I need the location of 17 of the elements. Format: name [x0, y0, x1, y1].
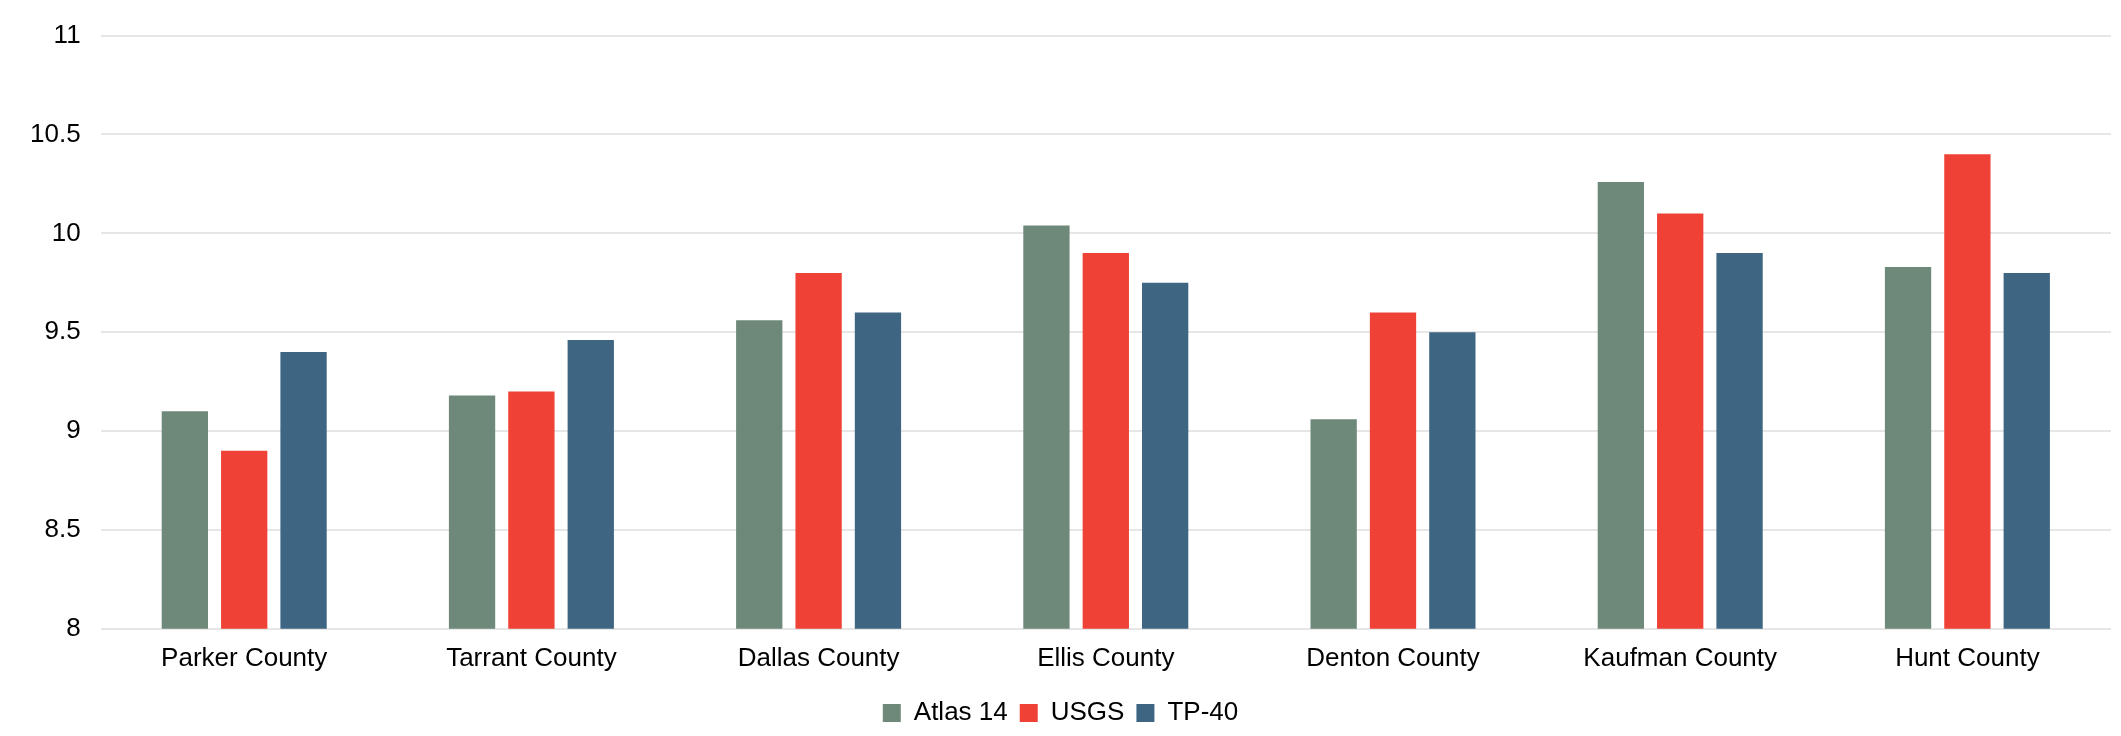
y-tick-label: 8.5: [44, 513, 81, 544]
x-tick-label: Hunt County: [1895, 641, 2040, 672]
y-tick-label: 8: [66, 611, 81, 642]
legend-label: USGS: [1050, 696, 1125, 727]
x-tick-label: Ellis County: [1037, 641, 1175, 672]
legend-label: TP-40: [1167, 696, 1239, 727]
y-tick-label: 10: [51, 216, 81, 247]
x-tick-label: Parker County: [161, 641, 328, 672]
y-tick-label: 9: [66, 414, 81, 445]
y-tick-label: 9.5: [44, 315, 81, 346]
x-tick-label: Kaufman County: [1583, 641, 1778, 672]
y-tick-label: 11: [53, 18, 81, 49]
x-tick-label: Dallas County: [737, 641, 900, 672]
x-tick-label: Denton County: [1306, 641, 1480, 672]
legend-label: Atlas 14: [913, 696, 1008, 727]
x-tick-label: Tarrant County: [446, 641, 617, 672]
y-tick-label: 10.5: [29, 117, 81, 148]
